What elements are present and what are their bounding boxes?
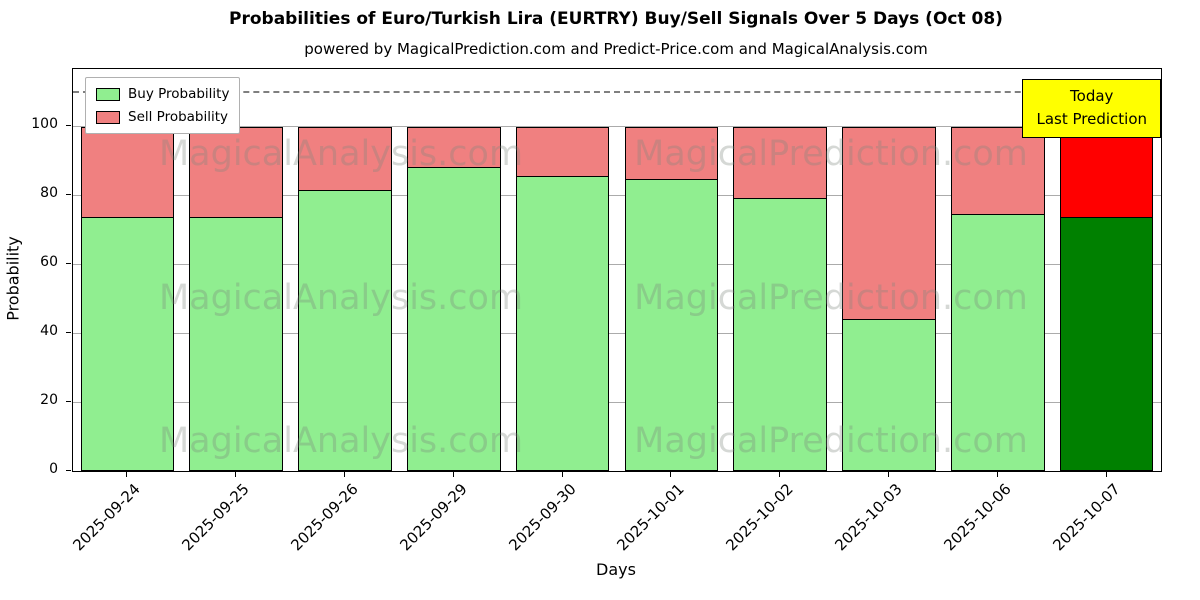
x-tick-mark (670, 472, 672, 477)
x-tick-mark (235, 472, 237, 477)
y-tick-label: 0 (49, 461, 58, 477)
sell-bar-segment (733, 126, 827, 200)
x-tick-label: 2025-10-03 (831, 480, 906, 555)
buy-legend-label: Buy Probability (128, 86, 230, 102)
x-tick-mark (452, 472, 454, 477)
x-tick-mark (1105, 472, 1107, 477)
watermark-text: MagicalAnalysis.com (158, 134, 524, 174)
today-annotation: Today Last Prediction (1022, 79, 1161, 138)
sell-bar-segment (298, 126, 392, 191)
sell-bar-segment (1059, 126, 1154, 219)
buy-bar-segment (298, 189, 392, 471)
sell-bar-segment (407, 126, 501, 169)
buy-bar-segment (624, 179, 719, 471)
legend-item-buy: Buy Probability (96, 86, 229, 102)
x-tick-mark (996, 472, 998, 477)
x-tick-label: 2025-10-07 (1048, 480, 1124, 555)
x-tick-label: 2025-10-01 (613, 480, 689, 555)
y-tick-label: 100 (31, 115, 58, 132)
y-tick-mark (66, 470, 71, 471)
x-tick-label: 2025-10-06 (940, 480, 1015, 555)
gridline (73, 194, 1161, 196)
x-axis-label: Days (596, 560, 636, 579)
legend-item-sell: Sell Probability (96, 109, 229, 125)
x-tick-label: 2025-09-30 (504, 480, 580, 555)
x-tick-label: 2025-09-25 (178, 480, 253, 555)
x-tick-label: 2025-09-26 (287, 480, 362, 555)
annotation-line-1: Today (1070, 87, 1114, 105)
y-tick-label: 20 (40, 391, 58, 408)
buy-bar-segment (1059, 217, 1154, 471)
y-axis-label: Probability (3, 236, 23, 321)
x-tick-mark (344, 472, 345, 477)
y-tick-mark (66, 124, 71, 126)
x-tick-mark (779, 472, 781, 477)
buy-bar-segment (407, 167, 501, 471)
x-tick-mark (126, 472, 128, 477)
y-tick-mark (66, 331, 71, 333)
chart-subtitle: powered by MagicalPrediction.com and Pre… (304, 40, 928, 58)
gridline (73, 401, 1161, 403)
chart-title: Probabilities of Euro/Turkish Lira (EURT… (229, 9, 1003, 29)
sell-bar-segment (515, 126, 610, 177)
watermark-text: MagicalPrediction.com (634, 134, 1028, 174)
buy-bar-segment (515, 175, 610, 471)
x-tick-label: 2025-09-29 (396, 480, 471, 555)
buy-bar-segment (842, 319, 936, 471)
legend: Buy Probability Sell Probability (85, 77, 241, 134)
threshold-dashed-line (73, 91, 1161, 94)
sell-bar-segment (80, 126, 175, 219)
annotation-line-2: Last Prediction (1036, 110, 1147, 129)
y-tick-mark (66, 262, 71, 264)
plot-area: Buy Probability Sell Probability Today L… (72, 68, 1162, 472)
buy-bar-segment (733, 198, 827, 471)
y-tick-mark (66, 193, 71, 195)
gridline (73, 263, 1161, 265)
sell-legend-swatch (96, 110, 120, 124)
y-tick-mark (66, 400, 71, 402)
buy-bar-segment (951, 213, 1045, 471)
watermark-text: MagicalPrediction.com (634, 278, 1028, 318)
gridline (73, 125, 1161, 127)
sell-bar-segment (624, 126, 719, 181)
watermark-text: MagicalAnalysis.com (158, 278, 524, 318)
buy-legend-swatch (96, 87, 120, 101)
x-tick-label: 2025-10-02 (722, 480, 797, 555)
x-tick-mark (561, 472, 563, 477)
watermark-text: MagicalAnalysis.com (158, 421, 524, 461)
sell-legend-label: Sell Probability (128, 109, 229, 125)
x-tick-mark (888, 472, 889, 477)
watermark-text: MagicalPrediction.com (634, 421, 1028, 461)
sell-bar-segment (951, 126, 1045, 215)
gridline (73, 332, 1161, 334)
y-tick-label: 80 (40, 184, 58, 201)
x-tick-label: 2025-09-24 (69, 480, 145, 555)
sell-bar-segment (842, 126, 936, 321)
